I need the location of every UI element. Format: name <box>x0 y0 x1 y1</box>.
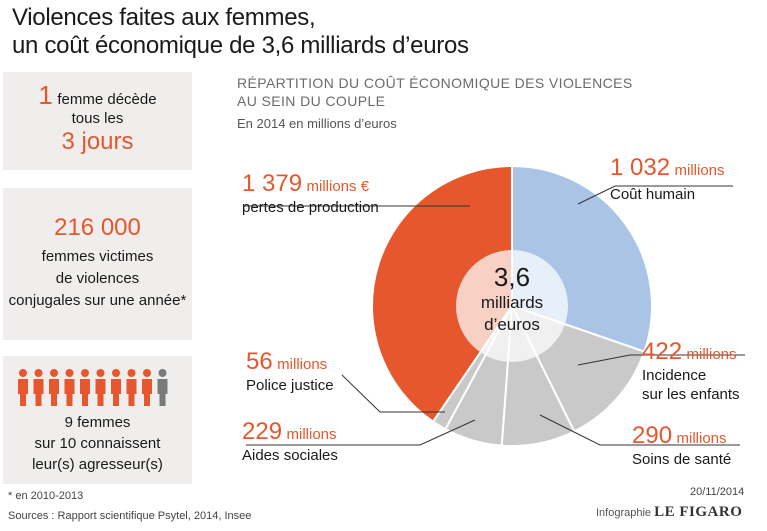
center-line2: milliards <box>480 293 544 312</box>
card1-line1: 1 femme décède <box>3 80 192 111</box>
woman-figure-icon <box>49 369 59 406</box>
title-line-2: un coût économique de 3,6 milliards d’eu… <box>12 32 469 59</box>
label-humain-value: 1 032 <box>610 154 671 181</box>
chart-title-line1: RÉPARTITION DU COÛT ÉCONOMIQUE DES VIOLE… <box>237 75 633 91</box>
label-aides-value: 229 <box>242 418 283 445</box>
card3-line2: sur 10 connaissent <box>34 435 161 452</box>
woman-figure-icon <box>33 369 44 406</box>
leader-line-enfants <box>577 354 745 366</box>
card3-text: 9 femmes sur 10 connaissent leur(s) agre… <box>3 412 192 475</box>
label-police-unit: millions <box>277 356 328 373</box>
woman-figure-icon <box>18 369 28 406</box>
leader-line-sante <box>539 414 740 446</box>
card2-text: femmes victimes de violences conjugales … <box>3 246 192 312</box>
woman-figure-icon <box>126 369 137 406</box>
card1-text-a: femme décède <box>57 91 157 108</box>
credit-prefix: Infographie <box>596 507 652 519</box>
card1-number: 1 <box>38 80 53 110</box>
label-production-value: 1 379 <box>242 170 303 197</box>
donut-center <box>456 250 568 362</box>
brand-logo: LE FIGARO <box>654 504 743 520</box>
chart-subtitle: En 2014 en millions d’euros <box>237 116 397 131</box>
card2-line1: femmes victimes <box>41 248 154 265</box>
woman-figure-icon <box>111 369 121 406</box>
label-production: 1 379 millions € pertes de production <box>242 170 379 217</box>
label-enfants-value: 422 <box>642 338 683 365</box>
leader-line-humain <box>577 185 733 205</box>
woman-figure-icon <box>142 369 152 406</box>
center-label: 3,6 milliards d’euros <box>452 262 572 336</box>
leader-line-aides <box>246 419 476 446</box>
stat-card-aggressors: 9 femmes sur 10 connaissent leur(s) agre… <box>3 356 192 484</box>
card2-line2: de violences <box>55 270 140 287</box>
label-aides-name: Aides sociales <box>242 447 338 464</box>
slice-production <box>371 164 513 424</box>
label-sante-value: 290 <box>632 422 673 449</box>
label-police: 56 millions Police justice <box>246 348 334 395</box>
label-enfants-name2: sur les enfants <box>642 386 740 403</box>
woman-figure-icon <box>64 369 75 406</box>
label-sante-name: Soins de santé <box>632 451 732 468</box>
women-figures-icon <box>18 369 168 406</box>
label-enfants-unit: millions <box>686 346 737 363</box>
label-aides: 229 millions Aides sociales <box>242 418 338 465</box>
label-sante-unit: millions <box>676 430 727 447</box>
card1-big: 3 jours <box>61 128 134 155</box>
label-humain-name: Coût humain <box>610 186 696 203</box>
label-enfants-name1: Incidence <box>642 367 707 384</box>
label-aides-unit: millions <box>286 426 337 443</box>
label-production-name: pertes de production <box>242 199 379 216</box>
sources: Sources : Rapport scientifique Psytel, 2… <box>8 510 252 522</box>
woman-figure-icon <box>95 369 106 406</box>
label-police-name: Police justice <box>246 377 334 394</box>
card1-text-b: tous les <box>71 110 124 127</box>
card3-line3: leur(s) agresseur(s) <box>32 456 163 473</box>
page-title: Violences faites aux femmes, un coût éco… <box>12 4 469 60</box>
title-line-1: Violences faites aux femmes, <box>12 4 316 31</box>
label-humain: 1 032 millions Coût humain <box>610 154 725 204</box>
stat-card-deaths: 1 femme décède tous les 3 jours <box>3 72 192 170</box>
woman-figure-icon <box>157 369 168 406</box>
center-line1: 3,6 <box>493 262 531 292</box>
card2-big: 216 000 <box>54 214 141 241</box>
chart-title: RÉPARTITION DU COÛT ÉCONOMIQUE DES VIOLE… <box>237 74 633 110</box>
chart-title-line2: AU SEIN DU COUPLE <box>237 93 386 109</box>
date: 20/11/2014 <box>690 486 745 498</box>
label-sante: 290 millions Soins de santé <box>632 422 731 469</box>
center-line3: d’euros <box>484 315 540 334</box>
woman-figure-icon <box>80 369 90 406</box>
label-humain-unit: millions <box>674 162 725 179</box>
label-production-unit: millions € <box>306 178 370 195</box>
stat-card-victims: 216 000 femmes victimes de violences con… <box>3 188 192 340</box>
label-enfants: 422 millions Incidence sur les enfants <box>642 338 740 404</box>
card2-line3: conjugales sur une année* <box>8 292 187 309</box>
leader-line-police <box>341 374 445 413</box>
label-police-value: 56 <box>246 348 273 375</box>
footnote: * en 2010-2013 <box>8 490 84 502</box>
credit: Infographie LE FIGARO <box>596 504 742 521</box>
card3-line1: 9 femmes <box>64 414 131 431</box>
